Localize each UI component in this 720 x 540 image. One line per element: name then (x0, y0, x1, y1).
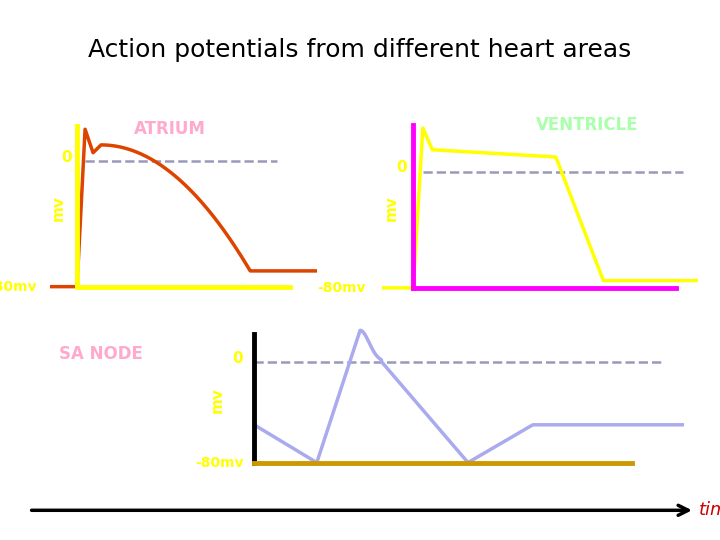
Text: ATRIUM: ATRIUM (135, 120, 206, 138)
Text: mv: mv (210, 387, 225, 413)
Text: Action potentials from different heart areas: Action potentials from different heart a… (89, 38, 631, 62)
Text: VENTRICLE: VENTRICLE (536, 116, 639, 134)
Text: SA NODE: SA NODE (59, 345, 143, 363)
Text: time: time (698, 501, 720, 519)
Text: -80mv: -80mv (0, 280, 37, 294)
Text: -80mv: -80mv (195, 456, 243, 470)
Text: 0: 0 (61, 150, 72, 165)
Text: -80mv: -80mv (318, 281, 366, 295)
Text: mv: mv (384, 195, 399, 221)
Text: mv: mv (51, 195, 66, 221)
Text: 0: 0 (396, 160, 407, 175)
Text: 0: 0 (233, 350, 243, 366)
